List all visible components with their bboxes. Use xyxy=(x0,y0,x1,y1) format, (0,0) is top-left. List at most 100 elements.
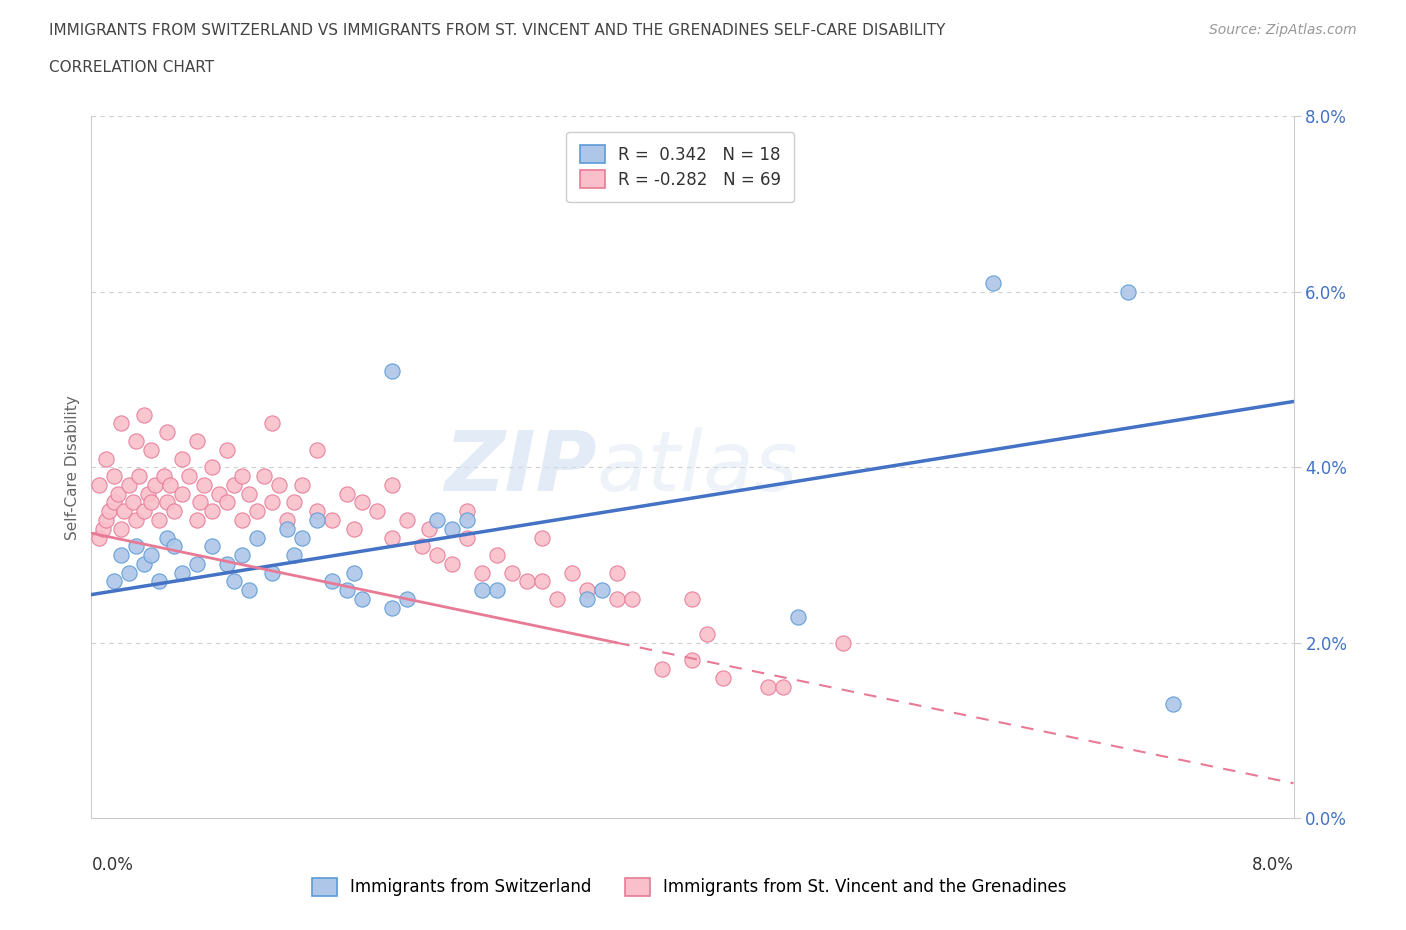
Point xyxy=(381,364,404,379)
Point xyxy=(152,469,174,484)
Point xyxy=(681,653,703,668)
Point xyxy=(456,512,478,527)
Point xyxy=(381,601,404,616)
Text: ZIP: ZIP xyxy=(444,427,596,508)
Point xyxy=(163,504,186,519)
Point xyxy=(756,679,779,694)
Point xyxy=(1161,697,1184,711)
Point xyxy=(269,477,291,492)
Point xyxy=(395,512,418,527)
Point xyxy=(186,433,208,448)
Point xyxy=(456,504,478,519)
Point xyxy=(291,477,314,492)
Point xyxy=(96,451,118,466)
Point xyxy=(350,495,373,510)
Point xyxy=(125,433,148,448)
Point xyxy=(576,591,599,606)
Legend: R =  0.342   N = 18, R = -0.282   N = 69: R = 0.342 N = 18, R = -0.282 N = 69 xyxy=(567,132,794,202)
Point xyxy=(110,548,132,563)
Point xyxy=(118,565,141,580)
Point xyxy=(122,495,145,510)
Point xyxy=(276,512,298,527)
Point xyxy=(87,530,110,545)
Point xyxy=(606,591,628,606)
Point xyxy=(395,591,418,606)
Point xyxy=(350,591,373,606)
Point xyxy=(343,565,366,580)
Point xyxy=(981,275,1004,290)
Point xyxy=(148,574,170,589)
Point xyxy=(546,591,568,606)
Point xyxy=(283,548,305,563)
Point xyxy=(606,565,628,580)
Point xyxy=(141,495,163,510)
Point xyxy=(440,556,463,571)
Point xyxy=(696,627,718,642)
Point xyxy=(138,486,160,501)
Point xyxy=(93,522,115,537)
Point xyxy=(621,591,644,606)
Point xyxy=(143,477,166,492)
Point xyxy=(336,583,359,598)
Point xyxy=(132,556,155,571)
Point xyxy=(426,512,449,527)
Point xyxy=(118,477,141,492)
Legend: Immigrants from Switzerland, Immigrants from St. Vincent and the Grenadines: Immigrants from Switzerland, Immigrants … xyxy=(305,871,1073,903)
Point xyxy=(186,512,208,527)
Point xyxy=(561,565,583,580)
Point xyxy=(107,486,129,501)
Point xyxy=(201,538,224,553)
Point xyxy=(177,469,200,484)
Point xyxy=(224,477,246,492)
Point xyxy=(531,574,554,589)
Point xyxy=(246,504,269,519)
Point xyxy=(98,504,121,519)
Point xyxy=(486,548,509,563)
Point xyxy=(170,451,193,466)
Point xyxy=(381,530,404,545)
Point xyxy=(426,548,449,563)
Point xyxy=(141,548,163,563)
Point xyxy=(155,495,177,510)
Point xyxy=(215,556,238,571)
Point xyxy=(125,538,148,553)
Point xyxy=(343,522,366,537)
Point xyxy=(170,565,193,580)
Point xyxy=(128,469,150,484)
Text: 0.0%: 0.0% xyxy=(91,856,134,873)
Point xyxy=(201,460,224,474)
Point xyxy=(132,407,155,422)
Point xyxy=(591,583,613,598)
Point xyxy=(141,443,163,458)
Point xyxy=(110,416,132,431)
Point xyxy=(188,495,211,510)
Point xyxy=(681,591,703,606)
Point xyxy=(336,486,359,501)
Point xyxy=(148,512,170,527)
Point xyxy=(260,565,283,580)
Point xyxy=(321,512,343,527)
Text: 8.0%: 8.0% xyxy=(1251,856,1294,873)
Point xyxy=(321,574,343,589)
Point xyxy=(238,583,260,598)
Point xyxy=(260,495,283,510)
Point xyxy=(103,469,125,484)
Point xyxy=(231,548,253,563)
Point xyxy=(305,504,328,519)
Point xyxy=(96,512,118,527)
Point xyxy=(440,522,463,537)
Point xyxy=(366,504,388,519)
Point xyxy=(208,486,231,501)
Point xyxy=(125,512,148,527)
Point xyxy=(411,538,433,553)
Point xyxy=(772,679,794,694)
Point xyxy=(291,530,314,545)
Point xyxy=(305,512,328,527)
Point xyxy=(418,522,440,537)
Point xyxy=(155,425,177,440)
Point xyxy=(651,662,673,677)
Point xyxy=(486,583,509,598)
Point xyxy=(471,583,494,598)
Point xyxy=(110,522,132,537)
Point xyxy=(831,635,853,650)
